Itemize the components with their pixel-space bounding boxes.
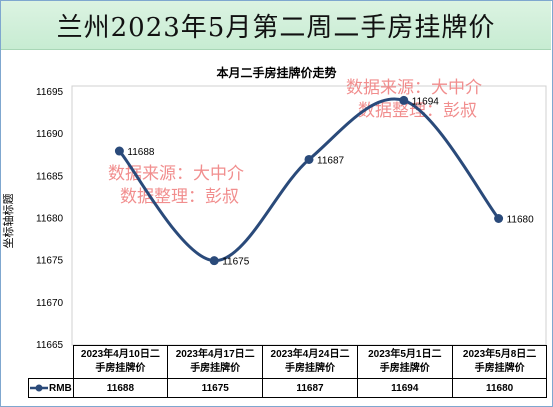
data-label: 11694 bbox=[412, 96, 440, 107]
data-label: 11687 bbox=[317, 155, 345, 166]
y-tick-label: 11680 bbox=[36, 214, 64, 225]
x-category-label: 2023年4月17日二 手房挂牌价 bbox=[167, 345, 264, 379]
data-point bbox=[494, 214, 504, 223]
watermark-source: 数据来源：大中介 bbox=[346, 78, 482, 98]
table-value-row: RMB 11688 11675 11687 11694 11680 bbox=[28, 378, 548, 398]
x-category-label: 2023年5月8日二 手房挂牌价 bbox=[451, 345, 548, 379]
watermark-author: 数据整理：彭叔 bbox=[358, 101, 477, 121]
table-value-cell: 11688 bbox=[72, 378, 169, 398]
y-tick-label: 11695 bbox=[36, 87, 64, 98]
x-category-label: 2023年4月10日二 手房挂牌价 bbox=[72, 345, 169, 379]
table-value-cell: 11687 bbox=[262, 378, 358, 398]
y-tick-label: 11690 bbox=[36, 129, 64, 140]
banner-title: 兰州2023年5月第二周二手房挂牌价 bbox=[56, 12, 496, 43]
chart-title: 本月二手房挂牌价走势 bbox=[216, 66, 337, 80]
table-value-cell: 11694 bbox=[356, 378, 453, 398]
y-tick-label: 11670 bbox=[36, 298, 64, 309]
series-layer: 11688 11675 11687 11694 11680 bbox=[114, 95, 535, 268]
legend-label: RMB bbox=[49, 382, 72, 394]
banner: 兰州2023年5月第二周二手房挂牌价 bbox=[1, 1, 551, 50]
table-value-cell: 11675 bbox=[167, 378, 264, 398]
data-label: 11688 bbox=[127, 147, 155, 158]
legend-key-rmb: RMB bbox=[28, 378, 74, 398]
x-category-label: 2023年5月1日二 手房挂牌价 bbox=[356, 345, 453, 379]
watermark-author: 数据整理：彭叔 bbox=[120, 187, 239, 207]
y-axis-ticks: 11665 11670 11675 11680 11685 11690 11695 bbox=[36, 87, 64, 351]
y-tick-label: 11665 bbox=[36, 340, 64, 351]
data-point bbox=[304, 154, 314, 164]
data-point bbox=[209, 256, 219, 266]
data-label: 11680 bbox=[507, 215, 535, 226]
data-table: 2023年4月10日二 手房挂牌价 2023年4月17日二 手房挂牌价 2023年4月2… bbox=[28, 345, 548, 398]
table-corner bbox=[29, 346, 74, 379]
data-point bbox=[399, 95, 409, 105]
plot-area-border bbox=[71, 85, 547, 346]
legend-line-icon bbox=[30, 384, 48, 392]
watermark-source: 数据来源：大中介 bbox=[108, 164, 244, 184]
data-label: 11675 bbox=[222, 257, 250, 268]
y-tick-label: 11675 bbox=[36, 256, 64, 267]
x-category-label: 2023年4月24日二 手房挂牌价 bbox=[262, 345, 358, 379]
plot-area bbox=[71, 85, 547, 346]
y-tick-label: 11685 bbox=[36, 171, 64, 182]
table-header-row: 2023年4月10日二 手房挂牌价 2023年4月17日二 手房挂牌价 2023年4月2… bbox=[29, 345, 548, 379]
data-point bbox=[114, 146, 124, 156]
table-value-cell: 11680 bbox=[451, 378, 548, 398]
